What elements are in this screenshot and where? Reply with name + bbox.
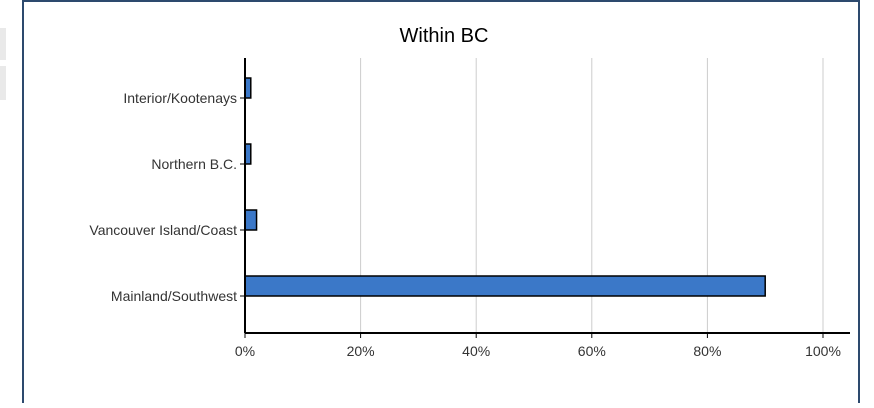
left-gutter <box>0 0 22 403</box>
chart-svg: Within BC Interior/Kootenays Northern B.C… <box>89 25 850 359</box>
gutter-block <box>0 28 6 60</box>
bar <box>244 275 766 297</box>
chart-panel: Within BC Interior/Kootenays Northern B.C… <box>22 0 860 403</box>
x-tick-label: 20% <box>347 343 375 359</box>
x-tick-label: 0% <box>235 343 255 359</box>
x-tick-label: 80% <box>693 343 721 359</box>
category-label: Northern B.C. <box>151 156 237 172</box>
bars-layer <box>244 77 766 297</box>
bar <box>244 209 258 231</box>
chart-title: Within BC <box>400 25 489 47</box>
category-label: Mainland/Southwest <box>111 288 237 304</box>
axes-layer <box>240 58 850 338</box>
x-tick-label: 40% <box>462 343 490 359</box>
category-label: Vancouver Island/Coast <box>89 222 237 238</box>
gutter-block <box>0 66 6 100</box>
labels-layer: Interior/Kootenays Northern B.C. Vancouver… <box>89 90 841 359</box>
category-label: Interior/Kootenays <box>123 90 237 106</box>
x-tick-label: 100% <box>805 343 841 359</box>
x-tick-label: 60% <box>578 343 606 359</box>
